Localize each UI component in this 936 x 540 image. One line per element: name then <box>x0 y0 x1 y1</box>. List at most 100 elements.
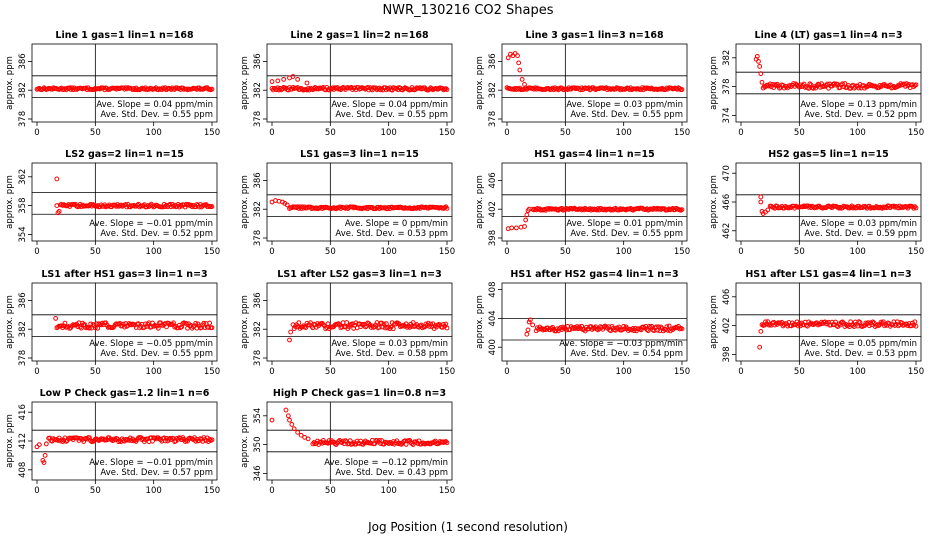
data-point <box>432 438 438 444</box>
data-point <box>787 83 793 88</box>
data-point <box>344 320 350 325</box>
data-point <box>42 453 48 458</box>
data-series <box>34 85 215 93</box>
data-point <box>679 207 685 213</box>
data-point <box>912 319 918 325</box>
panel-title: LS1 gas=3 lin=1 n=15 <box>300 149 419 160</box>
data-point <box>303 325 309 330</box>
panel-grid: Line 1 gas=1 lin=1 n=168 0 50 100 150 378 382 3… <box>5 30 924 496</box>
y-tick-label: 386 <box>18 53 28 69</box>
y-tick-label: 350 <box>253 436 263 452</box>
panel-title: Line 1 gas=1 lin=1 n=168 <box>55 30 194 41</box>
data-point <box>913 205 919 211</box>
data-point <box>758 328 764 334</box>
y-tick-label: 378 <box>253 230 263 246</box>
y-axis-label: approx. ppm <box>709 295 719 349</box>
slope-annotation: Ave. Slope = 0.13 ppm/min <box>800 100 917 110</box>
data-series <box>269 407 450 447</box>
y-tick-label: 412 <box>18 433 28 449</box>
data-point <box>756 59 761 64</box>
y-tick-label: 404 <box>488 310 498 326</box>
data-point <box>517 67 523 73</box>
x-tick-label: 50 <box>325 247 336 257</box>
plot-frame <box>735 282 922 362</box>
data-point <box>516 60 522 66</box>
panel-8: HS2 gas=5 lin=1 n=15 0 50 100 150 462 466 470ap… <box>709 149 924 257</box>
data-point <box>901 81 907 87</box>
slope-annotation: Ave. Slope = 0.03 ppm/min <box>800 219 917 229</box>
data-point <box>295 77 301 82</box>
x-tick-label: 100 <box>146 486 162 496</box>
y-tick-label: 402 <box>722 317 732 333</box>
x-tick-label: 100 <box>616 128 632 138</box>
std-dev-annotation: Ave. Std. Dev. = 0.53 ppm <box>804 349 917 359</box>
std-dev-annotation: Ave. Std. Dev. = 0.52 ppm <box>100 229 213 239</box>
data-point <box>207 436 213 442</box>
y-tick-label: 466 <box>722 194 732 210</box>
data-point <box>525 327 531 333</box>
data-point <box>281 77 287 82</box>
data-point <box>644 327 650 333</box>
data-point <box>759 79 765 85</box>
x-tick-label: 50 <box>560 367 571 377</box>
x-tick-label: 50 <box>90 367 101 377</box>
data-point <box>648 324 653 330</box>
data-point <box>207 320 213 326</box>
data-point <box>548 325 554 331</box>
x-tick-label: 50 <box>794 128 805 138</box>
x-tick-label: 50 <box>90 247 101 257</box>
std-dev-annotation: Ave. Std. Dev. = 0.55 ppm <box>570 110 683 120</box>
x-tick-label: 0 <box>34 128 39 138</box>
data-point <box>524 212 530 218</box>
data-point <box>36 442 42 448</box>
data-series <box>758 194 919 216</box>
y-tick-label: 378 <box>253 111 263 127</box>
x-tick-label: 100 <box>146 128 162 138</box>
y-axis-label: approx. ppm <box>5 414 15 468</box>
data-point <box>515 53 520 59</box>
slope-annotation: Ave. Slope = 0.03 ppm/min <box>331 339 448 349</box>
data-point <box>285 413 291 419</box>
data-point <box>367 322 373 328</box>
data-point <box>304 80 310 86</box>
data-point <box>638 327 644 333</box>
y-tick-label: 374 <box>722 107 732 123</box>
data-point <box>56 208 62 214</box>
y-tick-label: 382 <box>18 82 28 98</box>
y-tick-label: 382 <box>488 82 498 98</box>
data-point <box>505 55 511 61</box>
data-point <box>209 204 215 209</box>
y-tick-label: 378 <box>722 78 732 94</box>
data-point <box>291 426 297 432</box>
data-point <box>592 325 597 331</box>
data-point <box>427 324 432 329</box>
x-tick-label: 50 <box>325 128 336 138</box>
data-point <box>209 437 215 443</box>
y-tick-label: 462 <box>722 223 732 239</box>
data-point <box>88 321 94 327</box>
plot-frame <box>31 282 218 362</box>
x-tick-label: 100 <box>146 367 162 377</box>
y-tick-label: 402 <box>488 201 498 217</box>
data-point <box>679 326 685 332</box>
y-tick-label: 398 <box>488 230 498 246</box>
data-point <box>333 206 339 212</box>
data-point <box>428 441 434 447</box>
data-point <box>593 324 599 330</box>
y-tick-label: 362 <box>18 169 28 185</box>
std-dev-annotation: Ave. Std. Dev. = 0.53 ppm <box>335 229 448 239</box>
data-point <box>843 322 849 327</box>
x-tick-label: 50 <box>560 128 571 138</box>
data-point <box>765 207 771 213</box>
y-tick-label: 382 <box>253 321 263 337</box>
data-point <box>677 86 683 91</box>
panel-13: Low P Check gas=1.2 lin=1 n=6 0 50 100 150 40… <box>5 388 220 496</box>
x-tick-label: 100 <box>616 247 632 257</box>
data-point <box>816 82 822 88</box>
y-tick-label: 398 <box>722 346 732 362</box>
x-tick-label: 100 <box>850 367 866 377</box>
plot-frame <box>266 162 453 242</box>
y-tick-label: 382 <box>253 201 263 217</box>
panel-title: LS1 after LS2 gas=3 lin=1 n=3 <box>277 269 441 280</box>
data-point <box>420 325 425 331</box>
